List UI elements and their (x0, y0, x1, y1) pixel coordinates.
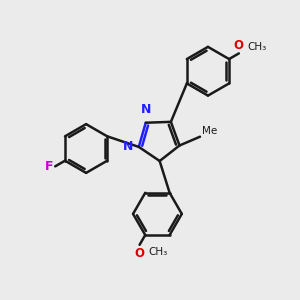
Text: F: F (45, 160, 54, 173)
Text: Me: Me (202, 125, 217, 136)
Text: O: O (135, 247, 145, 260)
Text: O: O (234, 39, 244, 52)
Text: CH₃: CH₃ (247, 42, 266, 52)
Text: N: N (141, 103, 151, 116)
Text: N: N (123, 140, 134, 153)
Text: CH₃: CH₃ (148, 247, 167, 256)
